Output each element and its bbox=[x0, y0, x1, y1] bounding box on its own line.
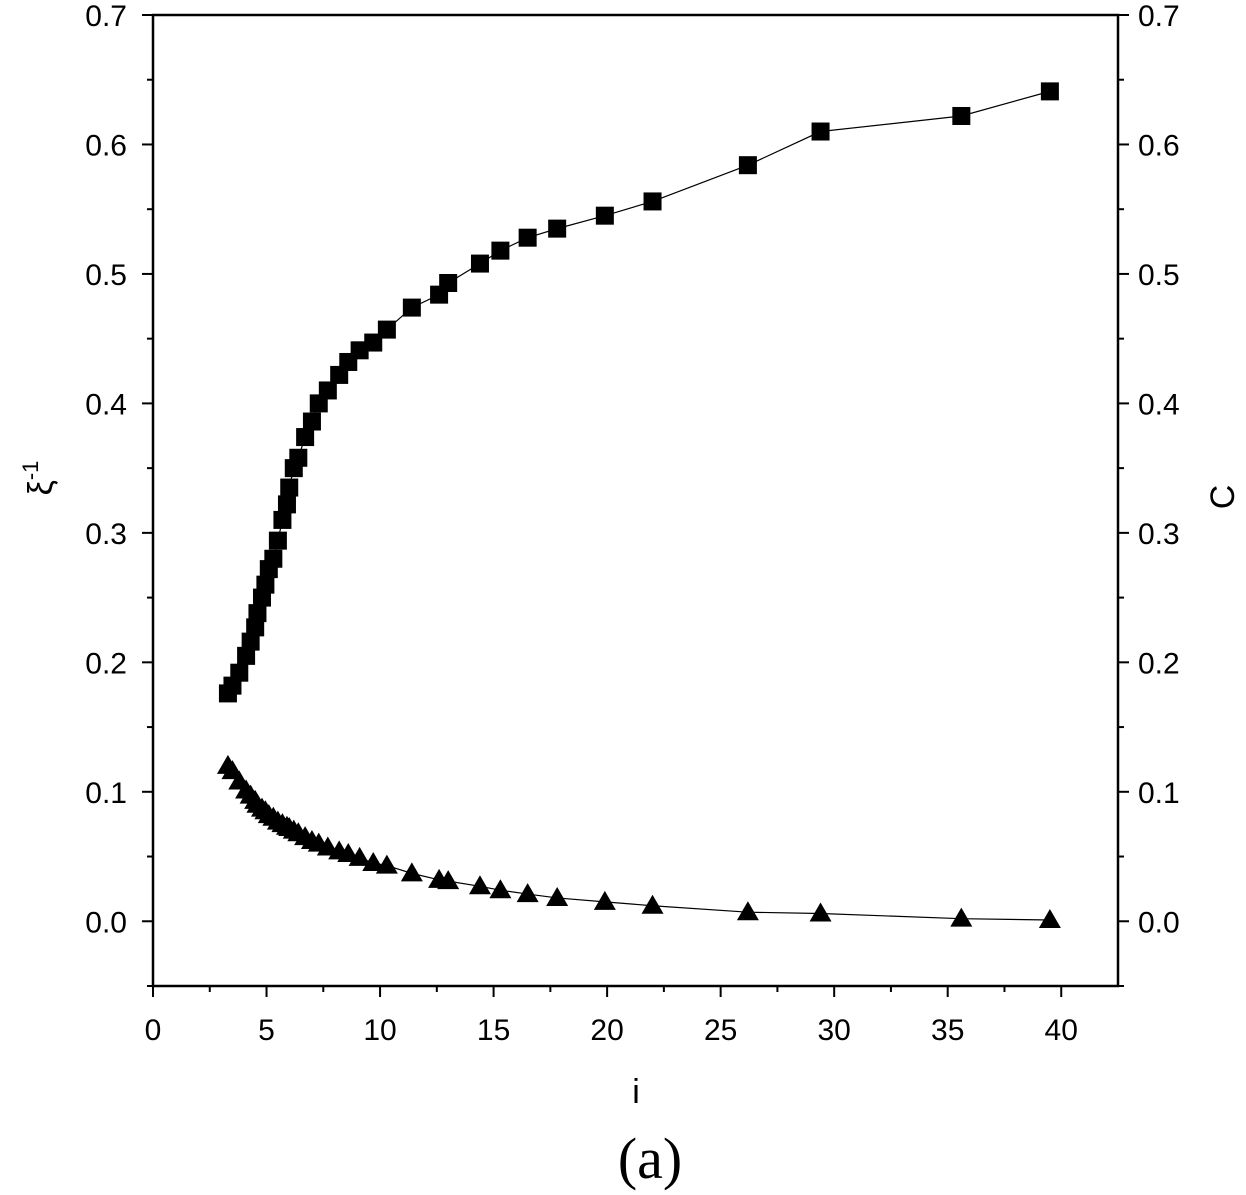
data-point-triangle bbox=[516, 883, 539, 903]
data-point-triangle bbox=[468, 875, 491, 895]
series-square bbox=[218, 82, 1059, 703]
data-point-square bbox=[246, 618, 265, 637]
data-point-triangle bbox=[489, 879, 512, 899]
data-point-square bbox=[811, 122, 830, 141]
x-tick-label: 30 bbox=[817, 1014, 850, 1047]
data-point-triangle bbox=[1038, 908, 1061, 928]
data-point-triangle bbox=[809, 902, 832, 922]
data-point-square bbox=[280, 478, 299, 497]
data-point-triangle bbox=[546, 886, 569, 906]
data-point-square bbox=[256, 575, 275, 594]
series-triangle bbox=[216, 754, 1061, 928]
y-right-tick-label: 0.4 bbox=[1138, 388, 1180, 421]
data-point-square bbox=[439, 273, 458, 292]
y-left-tick-label: 0.7 bbox=[85, 0, 127, 33]
data-point-square bbox=[318, 381, 337, 400]
axis-labels-group: i ξ-1 C (a) bbox=[18, 461, 1242, 1191]
data-point-triangle bbox=[950, 907, 973, 927]
data-point-triangle bbox=[736, 901, 759, 921]
x-tick-label: 10 bbox=[363, 1014, 396, 1047]
y-right-tick-label: 0.2 bbox=[1138, 647, 1180, 680]
y-left-tick-label: 0.3 bbox=[85, 518, 127, 551]
y-left-tick-label: 0.0 bbox=[85, 906, 127, 939]
data-point-square bbox=[302, 412, 321, 431]
left-y-axis-title-superscript: -1 bbox=[18, 461, 43, 481]
x-tick-label: 40 bbox=[1045, 1014, 1078, 1047]
data-point-triangle bbox=[437, 870, 460, 890]
data-point-square bbox=[402, 298, 421, 317]
y-left-tick-label: 0.5 bbox=[85, 259, 127, 292]
data-point-triangle bbox=[641, 894, 664, 914]
data-point-triangle bbox=[375, 854, 398, 874]
data-point-square bbox=[273, 510, 292, 529]
svg-text:ξ-1: ξ-1 bbox=[18, 461, 60, 496]
figure-caption: (a) bbox=[618, 1126, 682, 1191]
data-point-square bbox=[377, 320, 396, 339]
data-point-square bbox=[268, 531, 287, 550]
axis-ticks-group: 0 5 10 15 20 25 30 35 40 0.0 0.0 0.1 0.1 0.2 0.2 0.3 0.3… bbox=[85, 0, 1179, 1047]
left-y-axis-title: ξ-1 bbox=[18, 461, 60, 496]
y-left-tick-label: 0.1 bbox=[85, 777, 127, 810]
y-right-tick-label: 0.0 bbox=[1138, 906, 1180, 939]
data-point-square bbox=[241, 632, 260, 651]
x-tick-label: 25 bbox=[704, 1014, 737, 1047]
data-point-square bbox=[296, 428, 315, 447]
data-point-square bbox=[350, 341, 369, 360]
y-left-tick-label: 0.4 bbox=[85, 388, 127, 421]
data-point-triangle bbox=[362, 852, 385, 872]
data-point-triangle bbox=[348, 846, 371, 866]
right-y-axis-title-text: C bbox=[1204, 485, 1242, 510]
data-point-square bbox=[1040, 82, 1059, 101]
plot-frame bbox=[151, 13, 1120, 988]
x-tick-label: 15 bbox=[477, 1014, 510, 1047]
x-tick-label: 5 bbox=[258, 1014, 275, 1047]
data-point-square bbox=[595, 206, 614, 225]
x-axis-title: i bbox=[632, 1073, 640, 1111]
data-point-square bbox=[952, 106, 971, 125]
series-triangle-line bbox=[227, 765, 1050, 921]
series-square-line bbox=[227, 90, 1051, 694]
data-point-square bbox=[518, 228, 537, 247]
data-point-square bbox=[470, 254, 489, 273]
data-point-square bbox=[643, 192, 662, 211]
data-point-square bbox=[277, 495, 296, 514]
data-point-square bbox=[738, 156, 757, 175]
data-point-square bbox=[237, 646, 256, 665]
y-left-tick-label: 0.6 bbox=[85, 129, 127, 162]
data-point-square bbox=[364, 333, 383, 352]
plot-frame-group bbox=[151, 13, 1120, 988]
y-right-tick-label: 0.6 bbox=[1138, 129, 1180, 162]
y-right-tick-label: 0.7 bbox=[1138, 0, 1180, 33]
data-point-triangle bbox=[593, 890, 616, 910]
data-point-square bbox=[248, 604, 267, 623]
y-left-tick-label: 0.2 bbox=[85, 647, 127, 680]
data-point-square bbox=[289, 448, 308, 467]
data-series-group bbox=[216, 82, 1061, 928]
x-tick-label: 20 bbox=[590, 1014, 623, 1047]
y-right-tick-label: 0.3 bbox=[1138, 518, 1180, 551]
data-point-square bbox=[548, 219, 567, 238]
left-y-axis-title-symbol: ξ bbox=[22, 480, 60, 495]
data-point-square bbox=[491, 241, 510, 260]
data-point-square bbox=[230, 663, 249, 682]
data-point-square bbox=[264, 549, 283, 568]
y-right-tick-label: 0.5 bbox=[1138, 259, 1180, 292]
right-y-axis-title: C bbox=[1204, 485, 1242, 510]
x-tick-label: 0 bbox=[145, 1014, 162, 1047]
data-point-triangle bbox=[400, 862, 423, 882]
x-tick-label: 35 bbox=[931, 1014, 964, 1047]
y-right-tick-label: 0.1 bbox=[1138, 777, 1180, 810]
